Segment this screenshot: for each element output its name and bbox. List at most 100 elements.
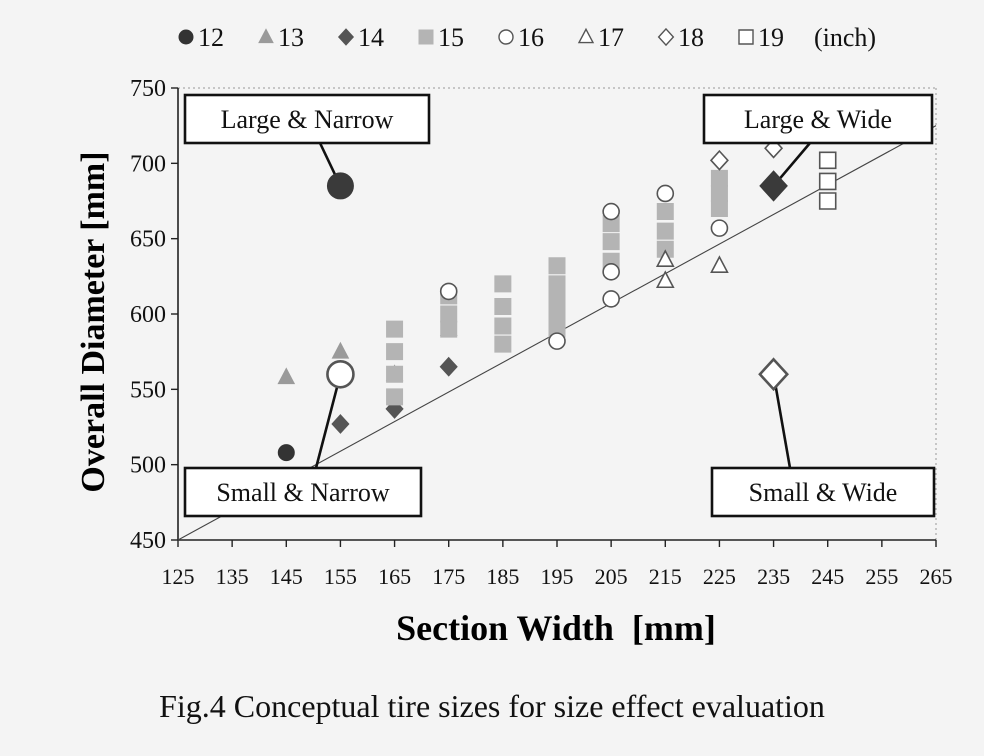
y-tick-label: 550: [130, 377, 166, 403]
x-tick-label: 245: [811, 564, 844, 589]
x-tick-label: 135: [216, 564, 249, 589]
legend-label-15: 15: [438, 23, 464, 52]
legend-label-19: 19: [758, 23, 784, 52]
data-point-15in: [386, 320, 404, 338]
data-point-15in: [656, 240, 674, 258]
data-point-19in: [818, 192, 837, 210]
data-point-15in: [440, 320, 458, 338]
x-tick-label: 215: [649, 564, 682, 589]
callout-label: Large & Narrow: [221, 105, 394, 134]
data-point-15in: [386, 365, 404, 383]
x-tick-label: 165: [378, 564, 411, 589]
callout-box: [702, 93, 934, 145]
legend-label-17: 17: [598, 23, 624, 52]
x-axis-label: Section Width [mm]: [396, 608, 716, 648]
legend-marker-13: [258, 28, 274, 44]
data-point-14in: [439, 356, 458, 377]
data-point-17in: [655, 249, 675, 267]
legend-marker-15: [418, 29, 434, 45]
callout-leader: [772, 374, 792, 469]
y-tick-label: 700: [130, 151, 166, 177]
data-point-15in: [494, 335, 512, 353]
legend-marker-18: [657, 27, 675, 47]
legend-marker-17: [577, 27, 595, 44]
data-point-17in: [655, 270, 675, 289]
data-point-16in: [548, 332, 566, 350]
data-point-15in: [386, 343, 404, 361]
data-point-15in: [494, 317, 512, 335]
highlight-point: [759, 170, 788, 202]
data-point-15in: [548, 290, 566, 308]
y-tick-label: 600: [130, 302, 166, 328]
y-tick-label: 450: [130, 528, 166, 554]
data-point-18in: [709, 149, 729, 171]
callout-box: [183, 466, 423, 518]
chart: 12 13 14 15 16 17 18 19 (inch) 125 135 145 155 165 17…: [75, 23, 953, 648]
data-point-15in: [710, 200, 728, 218]
legend-marker-14: [337, 28, 355, 46]
legend-marker-12: [178, 29, 194, 45]
y-tick-label: 750: [130, 76, 166, 102]
data-point-15in: [602, 233, 620, 251]
data-point-15in: [494, 297, 512, 315]
data-point-15in: [656, 203, 674, 221]
legend: 12 13 14 15 16 17 18 19 (inch): [178, 23, 876, 52]
data-point-12in: [277, 444, 295, 462]
data-point-16in: [602, 263, 620, 281]
data-point-19in: [818, 151, 837, 170]
y-tick-label: 500: [130, 453, 166, 479]
data-point-16in: [602, 290, 620, 308]
data-point-15in: [710, 169, 728, 187]
x-tick-label: 195: [541, 564, 574, 589]
legend-marker-19: [738, 29, 754, 45]
data-point-15in: [656, 222, 674, 240]
data-point-15in: [386, 388, 404, 406]
callout-leader: [314, 373, 342, 469]
plot-area: 125 135 145 155 165 175 185 195 205 215 225 235 245 2…: [130, 76, 953, 589]
highlight-point: [326, 172, 354, 200]
highlight-point: [326, 359, 355, 389]
data-point-19in: [818, 172, 837, 191]
y-axis-label: Overall Diameter [mm]: [75, 151, 112, 492]
data-point-13in: [331, 341, 350, 359]
x-tick-label: 235: [757, 564, 790, 589]
x-tick-label: 145: [270, 564, 303, 589]
data-point-16in: [656, 184, 675, 203]
legend-marker-16: [498, 29, 514, 45]
data-point-15in: [548, 305, 566, 323]
legend-label-12: 12: [198, 23, 224, 52]
callout-label: Small & Wide: [749, 478, 898, 507]
legend-unit: (inch): [814, 23, 876, 52]
data-point-16in: [710, 219, 729, 237]
callout-box: [183, 93, 431, 145]
data-point-16in: [602, 202, 620, 221]
callout-label: Small & Narrow: [216, 478, 390, 507]
x-tick-label: 255: [865, 564, 898, 589]
data-point-15in: [494, 275, 512, 293]
figure-caption: Fig.4 Conceptual tire sizes for size eff…: [159, 688, 825, 724]
callout-box: [710, 466, 936, 518]
x-tick-label: 155: [324, 564, 357, 589]
x-tick-label: 185: [486, 564, 519, 589]
data-point-16in: [439, 282, 458, 301]
legend-label-14: 14: [358, 23, 384, 52]
data-point-15in: [440, 305, 458, 323]
x-tick-label: 225: [703, 564, 736, 589]
x-tick-label: 265: [920, 564, 953, 589]
legend-label-18: 18: [678, 23, 704, 52]
highlight-point: [758, 357, 789, 392]
x-tick-label: 125: [162, 564, 195, 589]
x-tick-label: 175: [432, 564, 465, 589]
legend-label-13: 13: [278, 23, 304, 52]
callout-label: Large & Wide: [744, 105, 892, 134]
data-point-15in: [710, 184, 728, 202]
legend-label-16: 16: [518, 23, 544, 52]
data-point-13in: [277, 367, 296, 385]
data-point-15in: [548, 275, 566, 293]
x-tick-label: 205: [595, 564, 628, 589]
y-tick-label: 650: [130, 227, 166, 253]
data-point-17in: [710, 255, 729, 273]
data-point-14in: [331, 414, 350, 434]
data-point-15in: [548, 257, 566, 275]
